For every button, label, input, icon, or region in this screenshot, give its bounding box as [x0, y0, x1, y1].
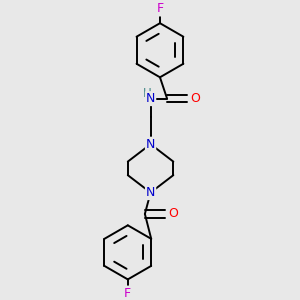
Text: O: O	[190, 92, 200, 105]
Text: H: H	[143, 87, 152, 100]
Text: F: F	[124, 286, 131, 300]
Text: F: F	[156, 2, 164, 16]
Text: N: N	[146, 186, 155, 199]
Text: O: O	[168, 207, 178, 220]
Text: N: N	[146, 138, 155, 151]
Text: N: N	[146, 92, 155, 105]
